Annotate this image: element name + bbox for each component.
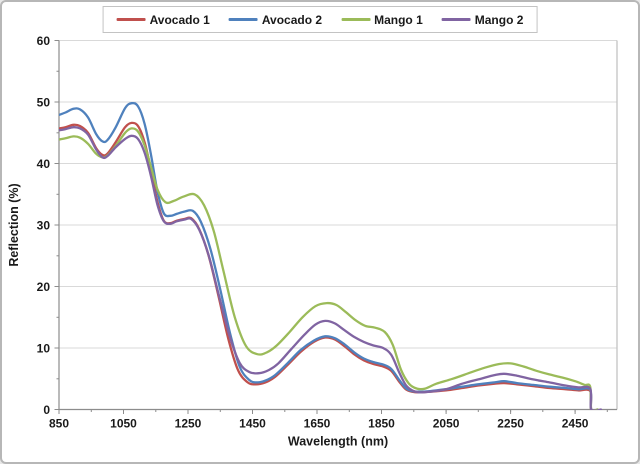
y-tick-label-20: 20 (37, 280, 51, 294)
legend-line-swatch-mango-2 (441, 18, 471, 21)
legend-label: Avocado 2 (261, 12, 323, 27)
legend-item-avocado-2: Avocado 2 (228, 12, 323, 27)
series-line-mango-2 (59, 126, 603, 410)
y-tick-label-60: 60 (37, 34, 51, 48)
legend-item-mango-2: Mango 2 (441, 12, 524, 27)
x-tick-label-2250: 2250 (497, 417, 524, 431)
y-tick-label-50: 50 (37, 96, 51, 110)
y-tick-label-30: 30 (37, 219, 51, 233)
y-tick-label-0: 0 (43, 403, 50, 417)
y-tick-label-10: 10 (37, 342, 51, 356)
x-tick-label-1050: 1050 (110, 417, 137, 431)
legend-item-avocado-1: Avocado 1 (116, 12, 210, 27)
x-tick-label-1650: 1650 (304, 417, 331, 431)
x-axis-title: Wavelength (nm) (288, 435, 388, 449)
legend-line-swatch-avocado-2 (228, 18, 258, 21)
legend-label: Mango 2 (474, 12, 524, 27)
x-tick-label-850: 850 (49, 417, 69, 431)
y-axis-title: Reflection (%) (7, 183, 21, 266)
x-tick-label-2450: 2450 (562, 417, 589, 431)
series-line-avocado-2 (59, 101, 599, 410)
legend-line-swatch-mango-1 (341, 18, 371, 21)
x-tick-label-1450: 1450 (239, 417, 266, 431)
x-tick-label-2050: 2050 (433, 417, 460, 431)
legend-label: Avocado 1 (149, 12, 210, 27)
series-line-avocado-1 (59, 121, 599, 410)
chart-legend: Avocado 1 Avocado 2 Mango 1 Mango 2 (102, 6, 538, 33)
legend-line-swatch-avocado-1 (116, 18, 146, 21)
legend-label: Mango 1 (374, 12, 423, 27)
legend-item-mango-1: Mango 1 (341, 13, 423, 27)
x-tick-label-1250: 1250 (175, 417, 202, 431)
x-tick-label-1850: 1850 (368, 417, 395, 431)
series-line-mango-1 (59, 127, 599, 410)
y-tick-label-40: 40 (37, 157, 51, 171)
